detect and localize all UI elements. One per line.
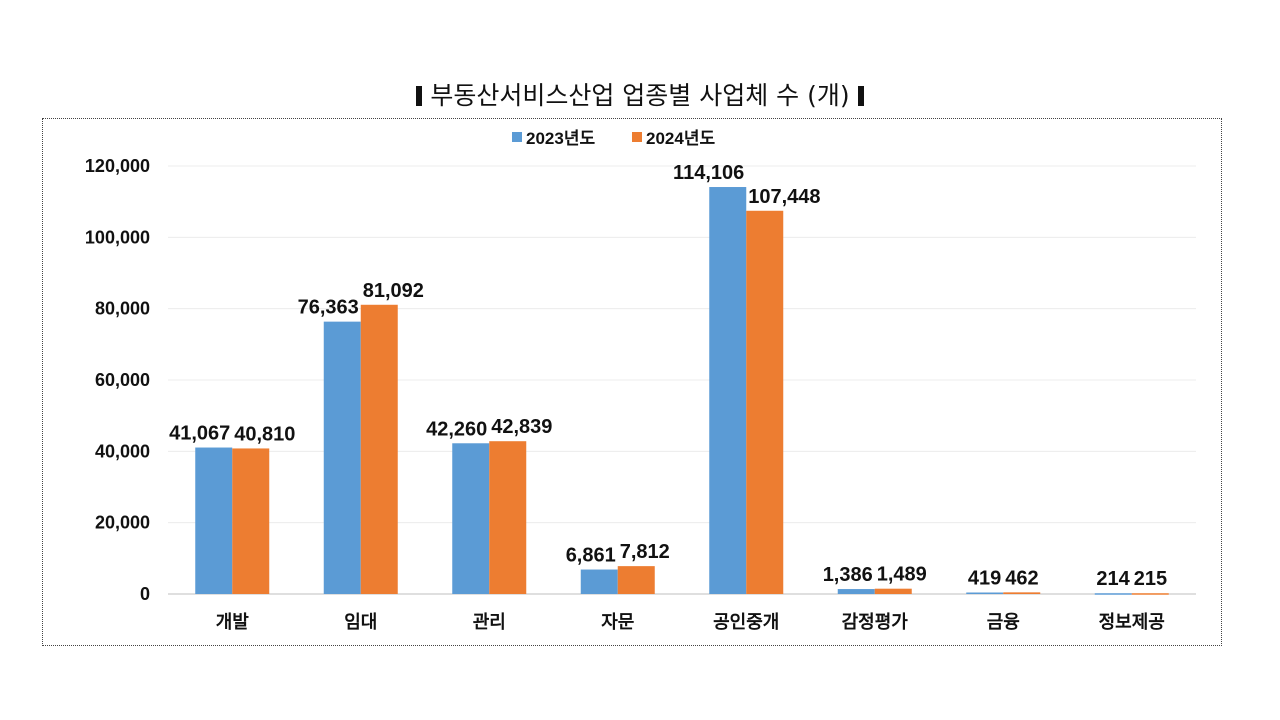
legend-label: 2024년도: [646, 129, 715, 148]
data-label: 419: [968, 568, 1001, 590]
data-label: 42,839: [491, 416, 552, 438]
data-label: 1,489: [877, 564, 927, 586]
y-tick-label: 60,000: [95, 370, 150, 390]
chart-title: 부동산서비스산업 업종별 사업체 수 (개): [0, 76, 1280, 112]
y-tick-label: 20,000: [95, 513, 150, 533]
x-tick-label: 감정평가: [842, 612, 909, 633]
x-tick-label: 임대: [344, 612, 377, 633]
bar-2023년도: [709, 187, 747, 595]
legend-label: 2023년도: [526, 129, 595, 148]
title-bar-left: [416, 86, 423, 106]
x-tick-label: 자문: [601, 612, 634, 633]
data-label: 81,092: [363, 280, 424, 302]
data-label: 7,812: [620, 541, 670, 563]
data-label: 214: [1096, 568, 1130, 590]
data-label: 40,810: [234, 423, 295, 445]
data-label: 76,363: [298, 297, 359, 319]
x-tick-label: 금융: [987, 612, 1020, 633]
x-tick-label: 공인중개: [713, 612, 779, 633]
data-label: 462: [1005, 567, 1038, 589]
data-label: 6,861: [566, 545, 616, 567]
bar-2024년도: [746, 210, 784, 594]
bar-2023년도: [966, 592, 1004, 595]
chart-title-text: 부동산서비스산업 업종별 사업체 수 (개): [430, 81, 850, 110]
data-label: 114,106: [673, 162, 744, 184]
bar-2024년도: [1131, 593, 1169, 595]
data-label: 41,067: [169, 423, 230, 445]
bar-2023년도: [580, 569, 618, 594]
x-tick-label: 정보제공: [1099, 612, 1165, 633]
y-tick-label: 0: [140, 584, 150, 604]
bar-2023년도: [195, 447, 233, 594]
y-tick-label: 120,000: [85, 156, 150, 176]
x-tick-label: 관리: [473, 612, 506, 633]
data-label: 215: [1134, 568, 1167, 590]
bar-2023년도: [452, 443, 490, 594]
bar-2024년도: [617, 566, 655, 594]
bar-2024년도: [232, 448, 270, 594]
data-label: 107,448: [748, 186, 820, 208]
bar-2023년도: [837, 589, 875, 594]
data-label: 1,386: [823, 564, 873, 586]
data-label: 42,260: [426, 418, 487, 440]
bar-2024년도: [360, 304, 398, 594]
bar-2024년도: [874, 588, 912, 594]
bar-2024년도: [1003, 592, 1041, 594]
bar-2023년도: [323, 321, 361, 594]
legend-swatch: [632, 132, 642, 142]
y-tick-label: 40,000: [95, 441, 150, 461]
bar-2023년도: [1094, 593, 1132, 595]
chart-frame: [42, 118, 1222, 646]
x-tick-label: 개발: [216, 612, 250, 633]
y-tick-label: 100,000: [85, 227, 150, 247]
bar-2024년도: [489, 441, 527, 594]
legend-swatch: [512, 132, 522, 142]
y-tick-label: 80,000: [95, 299, 150, 319]
title-bar-right: [857, 86, 864, 106]
